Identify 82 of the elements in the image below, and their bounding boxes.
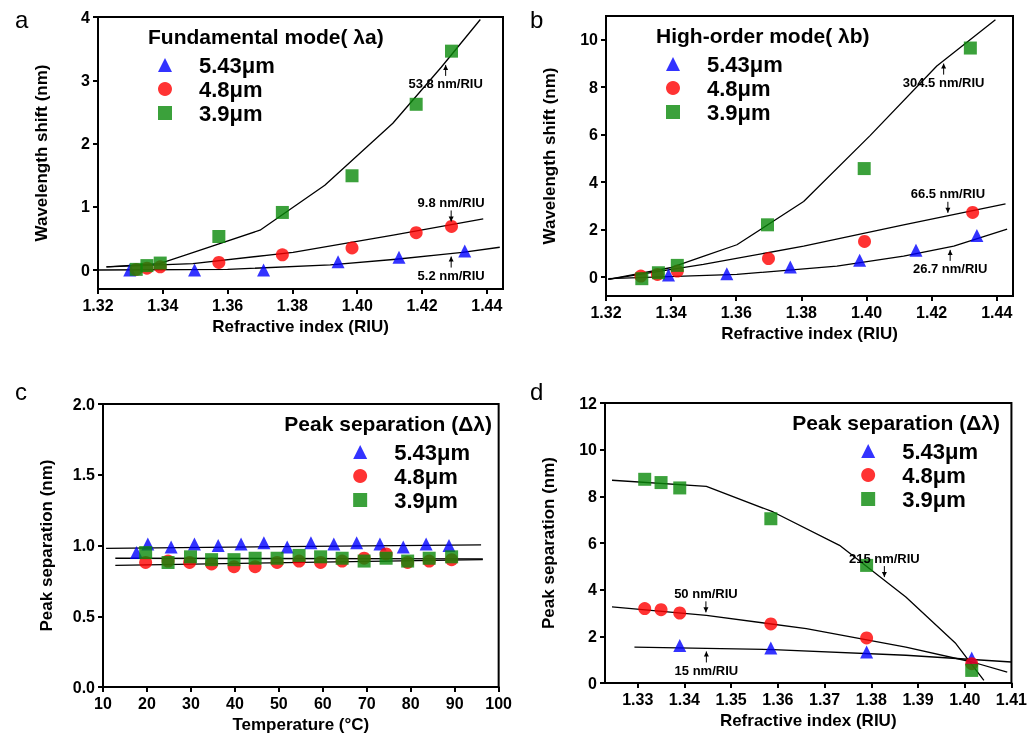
legend-label: 5.43μm [902, 438, 978, 464]
x-tick-label: 90 [445, 694, 464, 712]
y-tick-label: 8 [589, 78, 599, 96]
x-tick-label: 1.44 [981, 303, 1013, 321]
x-tick-label: 1.32 [82, 296, 114, 314]
y-tick-label: 12 [579, 394, 598, 412]
y-tick-label: 3 [81, 71, 91, 89]
x-tick-label: 1.40 [341, 296, 373, 314]
x-tick-label: 20 [138, 694, 156, 712]
x-tick-label: 1.44 [471, 296, 503, 314]
x-tick-label: 10 [94, 694, 112, 712]
y-tick-label: 0 [81, 261, 91, 279]
y-tick-label: 0.5 [72, 607, 96, 625]
x-tick-label: 1.33 [622, 690, 654, 708]
y-tick-label: 8 [588, 487, 598, 505]
x-tick-label: 1.36 [762, 690, 794, 708]
y-tick-label: 4 [589, 173, 599, 191]
x-tick-label: 1.39 [902, 690, 934, 708]
x-tick-label: 1.40 [850, 303, 883, 321]
legend-label: 5.43μm [199, 52, 275, 78]
annotation: 15 nm/RIU [674, 662, 739, 678]
y-tick-label: 0 [589, 268, 599, 286]
x-tick-label: 30 [182, 694, 200, 712]
x-tick-label: 1.34 [147, 296, 179, 314]
y-tick-label: 1.5 [72, 466, 96, 484]
y-tick-label: 4 [81, 8, 91, 26]
annotation: 9.8 nm/RIU [417, 194, 485, 210]
x-tick-label: 70 [357, 694, 376, 712]
x-tick-label: 1.38 [785, 303, 818, 321]
x-tick-label: 1.41 [995, 690, 1028, 708]
x-axis-title: Temperature (°C) [232, 714, 370, 734]
annotation: 5.2 nm/RIU [417, 268, 485, 284]
y-tick-label: 6 [588, 534, 598, 552]
annotation: 50 nm/RIU [674, 585, 738, 601]
chart-title: b [530, 5, 544, 33]
x-tick-label: 50 [269, 694, 288, 712]
y-tick-label: 0 [588, 674, 598, 692]
legend-title: High-order mode( λb) [656, 24, 870, 47]
x-tick-label: 1.34 [668, 690, 701, 708]
x-tick-label: 1.38 [276, 296, 309, 314]
y-axis-title: Peak separation (nm) [539, 457, 558, 629]
x-tick-label: 40 [225, 694, 244, 712]
x-axis-title: Refractive index (RIU) [721, 323, 898, 343]
x-axis-title: Refractive index (RIU) [212, 316, 389, 336]
x-tick-label: 1.36 [720, 303, 752, 321]
x-tick-label: 1.40 [949, 690, 981, 708]
legend-label: 5.43μm [394, 439, 470, 465]
y-tick-label: 10 [580, 31, 599, 49]
annotation: 26.7 nm/RIU [912, 261, 988, 277]
y-tick-label: 1.0 [72, 537, 96, 554]
x-axis-title: Refractive index (RIU) [719, 710, 897, 730]
y-axis-title: Wavelength shift (nm) [32, 64, 51, 242]
x-tick-label: 80 [401, 694, 420, 712]
x-tick-label: 1.37 [809, 690, 841, 708]
x-tick-label: 1.32 [590, 303, 622, 321]
chart-title: a [15, 5, 29, 33]
x-tick-label: 1.36 [212, 296, 244, 314]
legend-title: Peak separation (Δλ) [792, 411, 1001, 434]
x-tick-label: 1.42 [406, 296, 438, 314]
y-tick-label: 6 [589, 126, 599, 144]
x-tick-label: 1.35 [715, 690, 747, 708]
legend-title: Fundamental mode( λa) [148, 25, 384, 48]
y-tick-label: 1 [81, 198, 91, 216]
y-tick-label: 2 [589, 221, 599, 239]
x-tick-label: 100 [485, 694, 513, 712]
y-tick-label: 2 [588, 627, 598, 645]
y-tick-label: 4 [588, 581, 598, 599]
legend-title: Peak separation (Δλ) [284, 412, 493, 435]
x-tick-label: 1.42 [916, 303, 948, 321]
y-axis-title: Wavelength shift (nm) [540, 67, 559, 245]
y-axis-title: Peak separation (nm) [37, 459, 56, 632]
x-tick-label: 60 [313, 694, 332, 712]
x-tick-label: 1.38 [855, 690, 887, 708]
legend-label: 5.43μm [707, 51, 783, 77]
annotation: 66.5 nm/RIU [910, 186, 986, 202]
chart-title: d [530, 377, 544, 405]
chart-title: c [15, 377, 27, 405]
y-tick-label: 2.0 [72, 395, 96, 413]
y-tick-label: 10 [579, 441, 598, 459]
x-tick-label: 1.34 [655, 303, 687, 321]
y-tick-label: 2 [81, 135, 91, 153]
y-tick-label: 0.0 [72, 678, 96, 696]
